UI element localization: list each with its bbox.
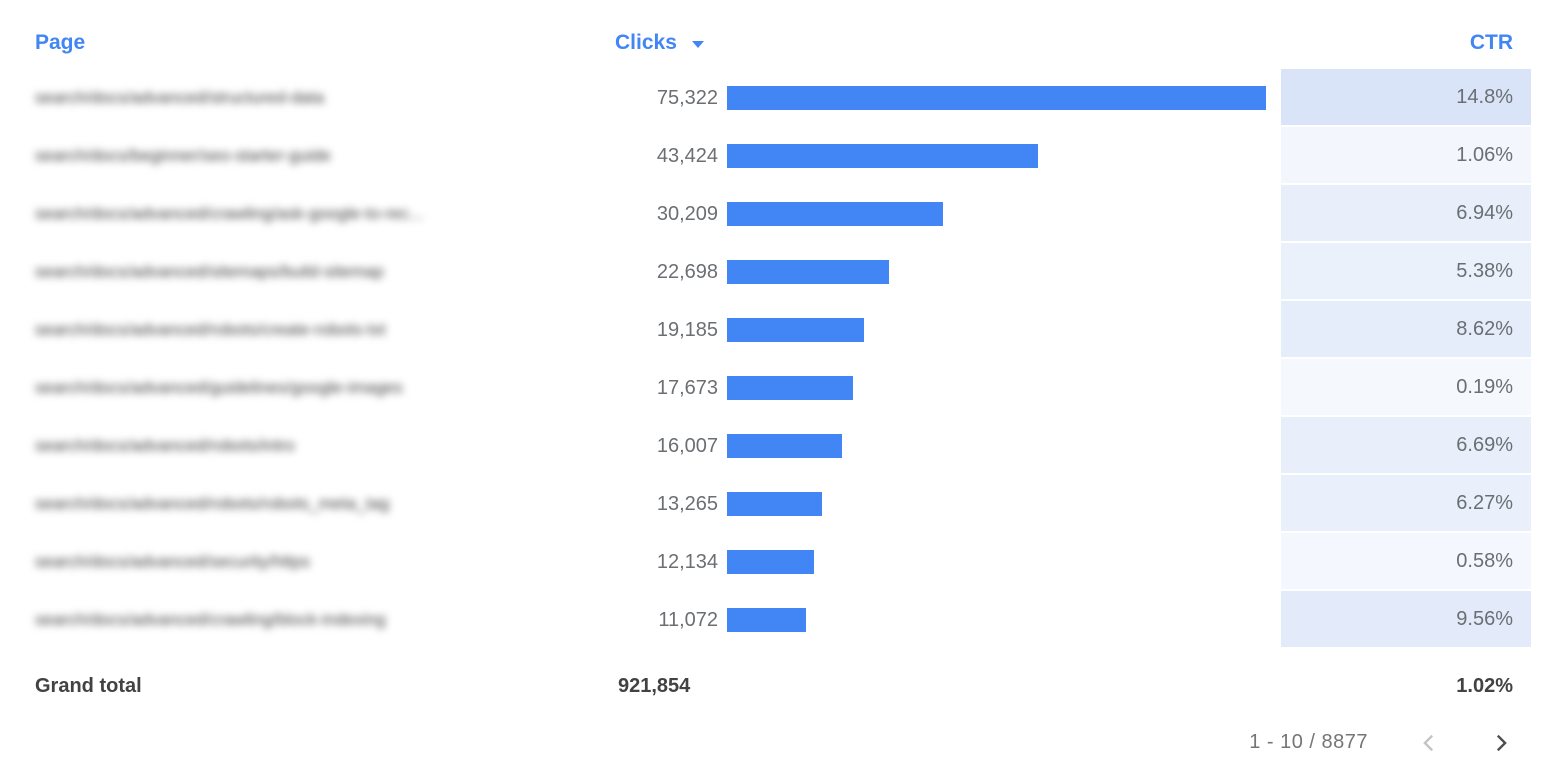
clicks-bar xyxy=(727,260,890,284)
clicks-value: 12,134 xyxy=(656,550,718,573)
clicks-bar xyxy=(727,608,807,632)
clicks-bar-track xyxy=(718,69,1281,127)
table-row[interactable]: search/docs/advanced/guidelines/google-i… xyxy=(0,359,1546,417)
clicks-bar-track xyxy=(718,591,1281,649)
table-row[interactable]: search/docs/advanced/crawling/ask-google… xyxy=(0,185,1546,243)
ctr-cell: 6.69% xyxy=(1281,417,1531,475)
clicks-bar-track xyxy=(718,533,1281,591)
prev-page-button[interactable] xyxy=(1418,732,1440,754)
page-cell: search/docs/beginner/seo-starter-guide xyxy=(35,146,331,165)
page-cell: search/docs/advanced/sitemaps/build-site… xyxy=(35,262,384,281)
clicks-bar xyxy=(727,144,1038,168)
ctr-cell: 5.38% xyxy=(1281,243,1531,301)
ctr-cell: 0.58% xyxy=(1281,533,1531,591)
clicks-value: 43,424 xyxy=(656,144,718,167)
page-cell: search/docs/advanced/robots/robots_meta_… xyxy=(35,494,390,513)
chevron-right-icon xyxy=(1496,734,1507,751)
ctr-cell: 6.94% xyxy=(1281,185,1531,243)
page-cell: search/docs/advanced/guidelines/google-i… xyxy=(35,378,403,397)
pagination-range: 1 - 10 / 8877 xyxy=(1249,731,1368,753)
grand-total-clicks: 921,854 xyxy=(618,674,691,697)
next-page-button[interactable] xyxy=(1490,732,1512,754)
page-cell: search/docs/advanced/robots/intro xyxy=(35,436,295,455)
clicks-bar-track xyxy=(718,359,1281,417)
ctr-cell: 6.27% xyxy=(1281,475,1531,533)
clicks-bar-track xyxy=(718,301,1281,359)
clicks-bar xyxy=(727,202,944,226)
grand-total-ctr: 1.02% xyxy=(1456,674,1513,697)
ctr-column-header[interactable]: CTR xyxy=(1469,30,1513,54)
grand-total-row: Grand total 921,854 1.02% xyxy=(0,649,1546,717)
clicks-value: 30,209 xyxy=(656,202,718,225)
clicks-value: 17,673 xyxy=(656,376,718,399)
page-cell: search/docs/advanced/security/https xyxy=(35,552,310,571)
page-cell: search/docs/advanced/crawling/block-inde… xyxy=(35,610,386,629)
page-cell: search/docs/advanced/structured-data xyxy=(35,88,325,107)
clicks-bar xyxy=(727,318,865,342)
clicks-column-label: Clicks xyxy=(615,30,677,54)
clicks-bar xyxy=(727,434,842,458)
table-row[interactable]: search/docs/advanced/crawling/block-inde… xyxy=(0,591,1546,649)
clicks-value: 13,265 xyxy=(656,492,718,515)
ctr-cell: 0.19% xyxy=(1281,359,1531,417)
table-row[interactable]: search/docs/advanced/structured-data 75,… xyxy=(0,69,1546,127)
ctr-cell: 9.56% xyxy=(1281,591,1531,649)
clicks-bar-track xyxy=(718,475,1281,533)
ctr-cell: 14.8% xyxy=(1281,69,1531,127)
table-row[interactable]: search/docs/advanced/robots/intro 16,007… xyxy=(0,417,1546,475)
chevron-left-icon xyxy=(1423,734,1434,751)
ctr-cell: 8.62% xyxy=(1281,301,1531,359)
table-row[interactable]: search/docs/advanced/robots/robots_meta_… xyxy=(0,475,1546,533)
clicks-value: 19,185 xyxy=(656,318,718,341)
clicks-value: 11,072 xyxy=(658,608,718,631)
page-column-header[interactable]: Page xyxy=(35,30,86,54)
clicks-bar xyxy=(727,376,854,400)
ctr-cell: 1.06% xyxy=(1281,127,1531,185)
table-row[interactable]: search/docs/beginner/seo-starter-guide 4… xyxy=(0,127,1546,185)
table-body: search/docs/advanced/structured-data 75,… xyxy=(0,69,1546,649)
pagination-bar: 1 - 10 / 8877 xyxy=(0,717,1546,780)
clicks-value: 22,698 xyxy=(656,260,718,283)
table-row[interactable]: search/docs/advanced/security/https 12,1… xyxy=(0,533,1546,591)
clicks-value: 75,322 xyxy=(656,86,718,109)
clicks-bar xyxy=(727,86,1266,110)
clicks-value: 16,007 xyxy=(656,434,718,457)
clicks-bar xyxy=(727,550,814,574)
clicks-bar xyxy=(727,492,822,516)
page-cell: search/docs/advanced/robots/create-robot… xyxy=(35,320,386,339)
grand-total-label: Grand total xyxy=(35,674,142,697)
clicks-bar-track xyxy=(718,243,1281,301)
sort-desc-icon xyxy=(691,40,704,48)
clicks-column-header[interactable]: Clicks xyxy=(615,31,1281,55)
table-row[interactable]: search/docs/advanced/sitemaps/build-site… xyxy=(0,243,1546,301)
clicks-bar-track xyxy=(718,127,1281,185)
table-row[interactable]: search/docs/advanced/robots/create-robot… xyxy=(0,301,1546,359)
table-header-row: Page Clicks CTR xyxy=(0,0,1546,69)
page-cell: search/docs/advanced/crawling/ask-google… xyxy=(35,204,424,223)
clicks-bar-track xyxy=(718,417,1281,475)
clicks-bar-track xyxy=(718,185,1281,243)
